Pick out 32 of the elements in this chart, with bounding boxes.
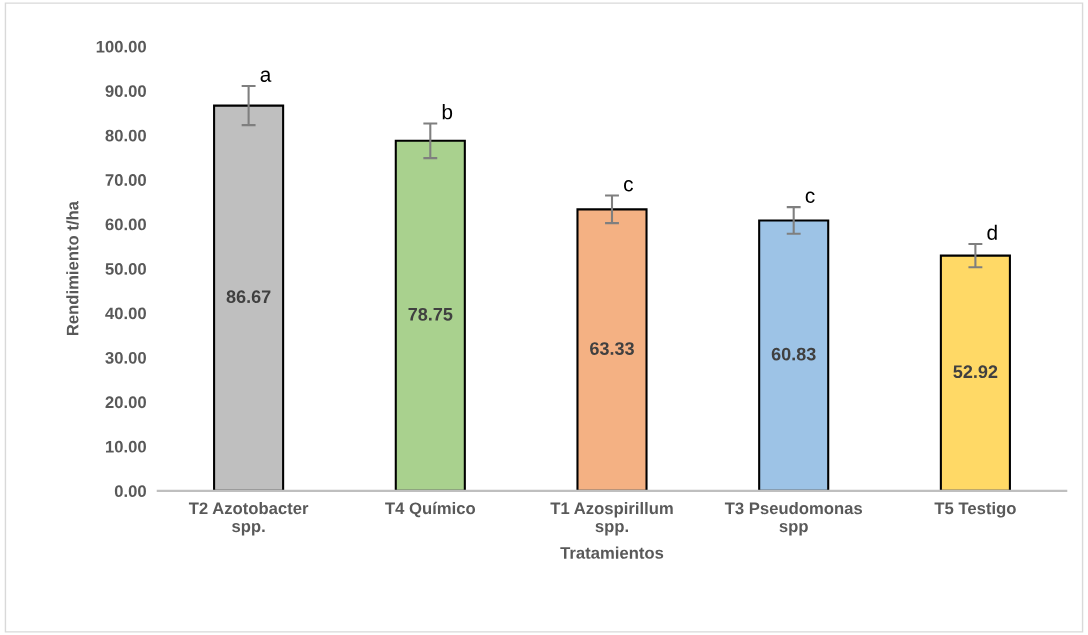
y-tick-label: 80.00 xyxy=(105,129,146,142)
y-tick-label: 40.00 xyxy=(105,307,146,320)
bar xyxy=(758,219,830,491)
y-axis-title: Rendimiento t/ha xyxy=(66,200,79,336)
annotation: a xyxy=(260,70,272,82)
x-tick-label: T5 Testigo xyxy=(934,501,1016,518)
x-tick-label: T2 Azotobacter spp. xyxy=(188,501,309,536)
data-label: 86.67 xyxy=(226,290,271,304)
y-tick-label: 50.00 xyxy=(105,263,146,275)
y-tick-label: 60.00 xyxy=(105,218,146,231)
data-label: 52.92 xyxy=(953,365,998,379)
x-tick-label: T1 Azospirillum spp. xyxy=(550,501,673,536)
annotation: c xyxy=(624,180,633,192)
annotation: b xyxy=(442,104,453,120)
y-tick-label: 30.00 xyxy=(105,351,146,364)
bar xyxy=(939,254,1011,491)
data-label: 60.83 xyxy=(771,347,816,361)
bar xyxy=(394,139,466,491)
y-tick-label: 0.00 xyxy=(114,485,146,498)
y-tick-label: 20.00 xyxy=(105,396,146,409)
y-tick-label: 10.00 xyxy=(106,440,146,453)
data-label: 63.33 xyxy=(590,342,634,355)
x-tick-label: T3 Pseudomonas spp xyxy=(724,501,863,536)
x-tick-label: T4 Químico xyxy=(385,501,476,518)
y-tick-label: 100.00 xyxy=(96,40,146,53)
annotation: c xyxy=(805,191,815,204)
bar xyxy=(576,208,648,491)
x-axis-title: Tratamientos xyxy=(560,546,664,559)
y-tick-label: 70.00 xyxy=(105,174,146,186)
data-label: 78.75 xyxy=(408,307,453,321)
y-tick-label: 90.00 xyxy=(105,85,146,98)
annotation: d xyxy=(987,224,997,240)
